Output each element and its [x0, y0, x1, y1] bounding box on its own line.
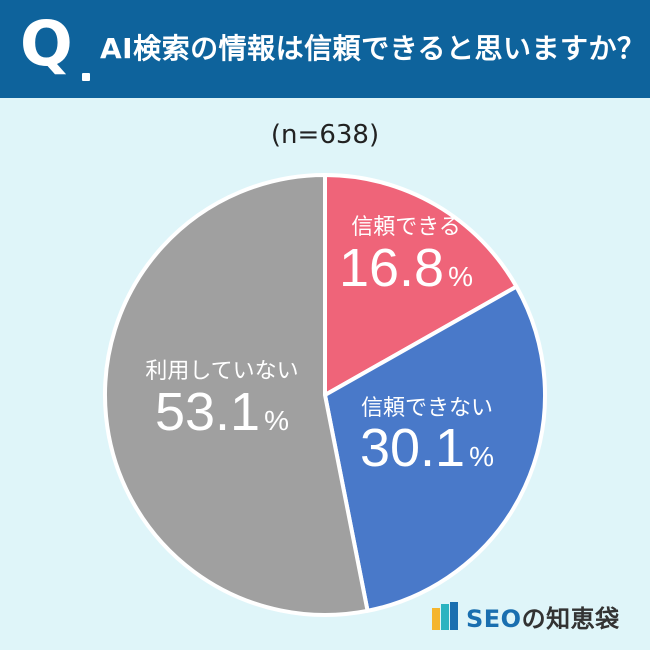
- q-letter-text: Q: [20, 7, 73, 80]
- brand-name-japanese: の知恵袋: [521, 604, 620, 633]
- slice-value-number: 30.1: [360, 418, 465, 478]
- slice-value-label: 53.1%: [155, 382, 289, 442]
- q-dot-icon: [82, 73, 90, 81]
- slice-value-number: 16.8: [339, 238, 444, 298]
- pie-slice: [103, 173, 370, 617]
- book-stack-icon: [432, 602, 460, 630]
- book-icon: [432, 608, 440, 630]
- brand-name-latin: SEO: [466, 604, 522, 633]
- pie-slice: [323, 173, 519, 397]
- brand-logo: SEOの知恵袋: [432, 599, 620, 634]
- slice-value-unit: %: [264, 405, 289, 436]
- slice-value-unit: %: [469, 441, 494, 472]
- slice-label: 信頼できない: [361, 396, 493, 421]
- question-text: AI検索の情報は信頼できると思いますか？: [100, 32, 646, 65]
- slice-value-label: 30.1%: [360, 418, 494, 478]
- book-icon: [450, 602, 458, 630]
- q-letter: Q: [20, 13, 90, 81]
- question-header: Q AI検索の情報は信頼できると思いますか？: [0, 0, 650, 98]
- brand-name: SEOの知恵袋: [466, 599, 620, 634]
- slice-label: 信頼できる: [351, 215, 461, 240]
- slice-value-label: 16.8%: [339, 238, 473, 298]
- pie-slice: [323, 284, 547, 613]
- slice-value-number: 53.1: [155, 382, 260, 442]
- slice-value-unit: %: [448, 261, 473, 292]
- sample-size: (n=638): [270, 120, 380, 150]
- book-icon: [441, 604, 449, 630]
- slice-label: 利用していない: [145, 359, 298, 384]
